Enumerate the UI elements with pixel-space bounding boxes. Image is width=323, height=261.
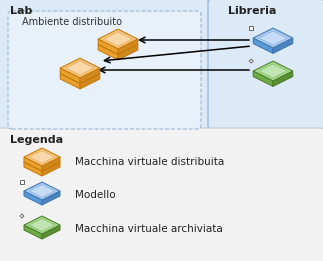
- Text: Legenda: Legenda: [10, 135, 63, 145]
- Polygon shape: [98, 44, 118, 60]
- Polygon shape: [273, 38, 293, 54]
- Polygon shape: [98, 29, 138, 49]
- Polygon shape: [29, 156, 55, 168]
- Polygon shape: [60, 58, 100, 78]
- Polygon shape: [104, 38, 132, 51]
- Text: Libreria: Libreria: [228, 6, 276, 16]
- Polygon shape: [118, 44, 138, 60]
- Polygon shape: [253, 28, 293, 48]
- Polygon shape: [253, 38, 273, 54]
- Polygon shape: [24, 182, 60, 200]
- Polygon shape: [20, 214, 24, 218]
- Polygon shape: [24, 225, 42, 239]
- Polygon shape: [98, 39, 118, 54]
- Polygon shape: [66, 61, 94, 75]
- FancyBboxPatch shape: [0, 0, 209, 133]
- Polygon shape: [80, 74, 100, 89]
- Polygon shape: [24, 153, 60, 171]
- Polygon shape: [42, 162, 60, 176]
- Polygon shape: [249, 59, 253, 63]
- Polygon shape: [66, 67, 94, 80]
- Polygon shape: [118, 39, 138, 54]
- Text: Ambiente distribuito: Ambiente distribuito: [22, 17, 122, 27]
- Polygon shape: [42, 191, 60, 205]
- FancyBboxPatch shape: [0, 128, 323, 261]
- Polygon shape: [80, 68, 100, 84]
- Bar: [249, 26, 253, 30]
- Polygon shape: [24, 216, 60, 234]
- FancyBboxPatch shape: [208, 0, 323, 133]
- Polygon shape: [273, 71, 293, 86]
- Polygon shape: [42, 225, 60, 239]
- Text: Macchina virtuale distribuita: Macchina virtuale distribuita: [75, 157, 224, 167]
- Polygon shape: [60, 64, 100, 84]
- Polygon shape: [98, 35, 138, 54]
- Text: Modello: Modello: [75, 190, 116, 200]
- Bar: [20, 180, 24, 184]
- Polygon shape: [24, 162, 42, 176]
- Polygon shape: [253, 61, 293, 81]
- Polygon shape: [60, 74, 80, 89]
- Text: Lab: Lab: [10, 6, 32, 16]
- Polygon shape: [29, 151, 55, 163]
- Text: Macchina virtuale archiviata: Macchina virtuale archiviata: [75, 224, 223, 234]
- Polygon shape: [104, 32, 132, 46]
- Polygon shape: [259, 31, 287, 45]
- Polygon shape: [253, 71, 273, 86]
- FancyBboxPatch shape: [8, 11, 201, 129]
- Polygon shape: [24, 191, 42, 205]
- Polygon shape: [29, 219, 55, 231]
- Polygon shape: [24, 157, 42, 171]
- Polygon shape: [42, 157, 60, 171]
- Polygon shape: [60, 68, 80, 84]
- Polygon shape: [29, 185, 55, 197]
- Polygon shape: [24, 148, 60, 166]
- Polygon shape: [259, 64, 287, 78]
